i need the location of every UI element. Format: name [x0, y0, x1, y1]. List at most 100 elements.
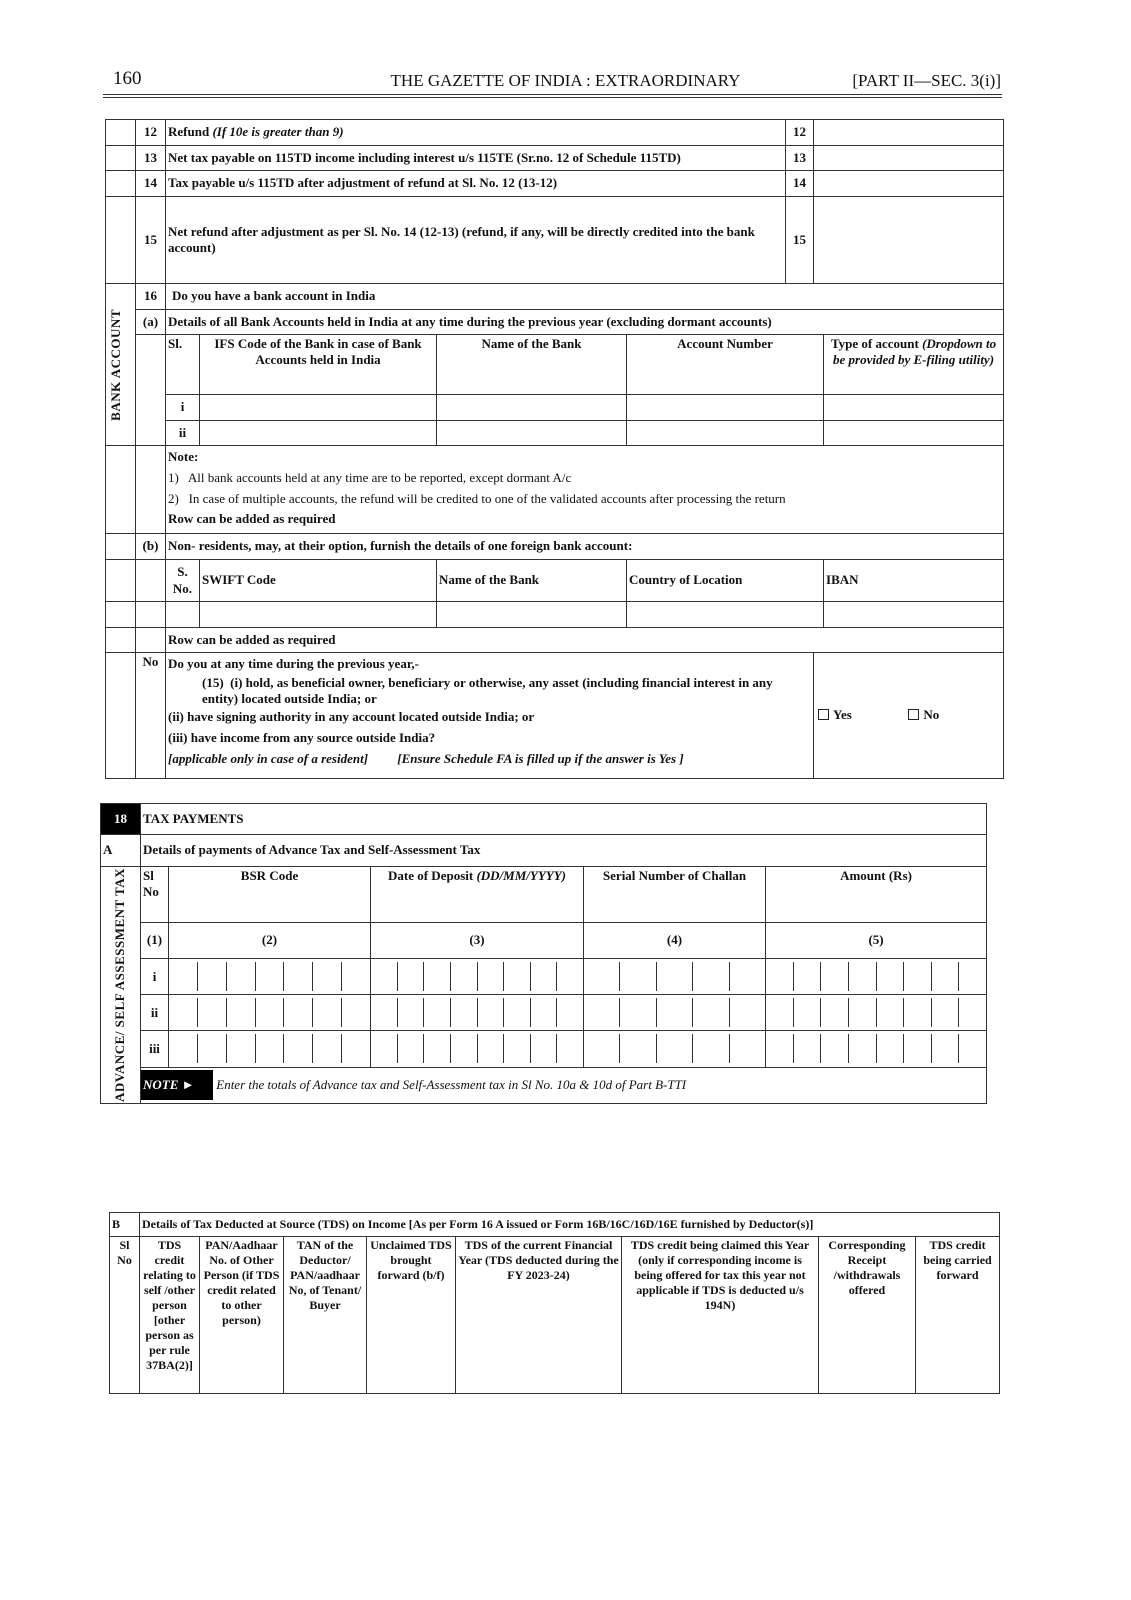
bank-name-field[interactable]	[436, 420, 627, 446]
digit-box[interactable]	[227, 962, 256, 992]
digit-box[interactable]	[170, 962, 198, 992]
tax-payable-value-field[interactable]	[813, 145, 1005, 171]
digit-box[interactable]	[256, 1034, 285, 1064]
digit-box[interactable]	[451, 998, 478, 1028]
digit-box[interactable]	[198, 998, 227, 1028]
digit-box[interactable]	[794, 998, 822, 1028]
digit-box[interactable]	[620, 998, 657, 1028]
digit-box[interactable]	[478, 962, 505, 992]
date-boxes[interactable]	[370, 994, 584, 1032]
digit-box[interactable]	[342, 1034, 369, 1063]
digit-box[interactable]	[198, 962, 227, 992]
digit-box[interactable]	[531, 962, 558, 992]
digit-box[interactable]	[313, 998, 343, 1028]
account-type-field[interactable]	[823, 420, 1005, 446]
date-boxes[interactable]	[370, 958, 584, 996]
ifs-field[interactable]	[199, 420, 437, 446]
digit-box[interactable]	[767, 998, 794, 1028]
digit-box[interactable]	[821, 1034, 849, 1064]
digit-box[interactable]	[284, 962, 314, 992]
digit-box[interactable]	[730, 998, 765, 1027]
digit-box[interactable]	[342, 998, 369, 1027]
digit-box[interactable]	[170, 998, 198, 1028]
digit-box[interactable]	[313, 1034, 343, 1064]
digit-box[interactable]	[198, 1034, 227, 1064]
amount-boxes[interactable]	[764, 958, 988, 996]
digit-box[interactable]	[557, 962, 582, 991]
digit-box[interactable]	[424, 1034, 451, 1064]
country-field[interactable]	[625, 601, 825, 628]
digit-box[interactable]	[959, 962, 985, 991]
foreign-bank-name-field[interactable]	[436, 601, 627, 628]
yes-checkbox[interactable]: Yes	[818, 707, 852, 722]
digit-box[interactable]	[372, 962, 398, 992]
digit-box[interactable]	[932, 962, 960, 992]
account-number-field[interactable]	[625, 394, 825, 421]
digit-box[interactable]	[904, 962, 932, 992]
digit-box[interactable]	[451, 1034, 478, 1064]
digit-box[interactable]	[284, 998, 314, 1028]
digit-box[interactable]	[585, 1034, 621, 1064]
digit-box[interactable]	[170, 1034, 198, 1064]
digit-box[interactable]	[313, 962, 343, 992]
digit-box[interactable]	[657, 962, 694, 992]
digit-box[interactable]	[693, 962, 730, 992]
digit-box[interactable]	[227, 998, 256, 1028]
digit-box[interactable]	[424, 998, 451, 1028]
digit-box[interactable]	[398, 962, 425, 992]
tax-after-adjustment-field[interactable]	[813, 170, 1005, 197]
ifs-field[interactable]	[199, 394, 437, 421]
digit-box[interactable]	[398, 998, 425, 1028]
digit-box[interactable]	[557, 998, 582, 1027]
digit-box[interactable]	[585, 998, 621, 1028]
date-boxes[interactable]	[370, 1030, 584, 1068]
digit-box[interactable]	[424, 962, 451, 992]
digit-box[interactable]	[657, 1034, 694, 1064]
digit-box[interactable]	[256, 962, 285, 992]
bsr-code-boxes[interactable]	[168, 958, 371, 996]
digit-box[interactable]	[620, 1034, 657, 1064]
digit-box[interactable]	[657, 998, 694, 1028]
bank-name-field[interactable]	[436, 394, 627, 421]
digit-box[interactable]	[877, 998, 905, 1028]
digit-box[interactable]	[342, 962, 369, 991]
no-checkbox[interactable]: No	[908, 707, 939, 722]
digit-box[interactable]	[504, 1034, 531, 1064]
digit-box[interactable]	[794, 962, 822, 992]
digit-box[interactable]	[849, 962, 877, 992]
net-refund-field[interactable]	[813, 196, 1005, 284]
digit-box[interactable]	[959, 1034, 985, 1063]
digit-box[interactable]	[585, 962, 621, 992]
digit-box[interactable]	[478, 1034, 505, 1064]
digit-box[interactable]	[478, 998, 505, 1028]
bsr-code-boxes[interactable]	[168, 1030, 371, 1068]
digit-box[interactable]	[959, 998, 985, 1027]
iban-field[interactable]	[823, 601, 1005, 628]
digit-box[interactable]	[620, 962, 657, 992]
challan-boxes[interactable]	[583, 1030, 766, 1068]
digit-box[interactable]	[693, 1034, 730, 1064]
digit-box[interactable]	[932, 1034, 960, 1064]
digit-box[interactable]	[730, 1034, 765, 1063]
digit-box[interactable]	[372, 998, 398, 1028]
challan-boxes[interactable]	[583, 994, 766, 1032]
digit-box[interactable]	[531, 998, 558, 1028]
digit-box[interactable]	[693, 998, 730, 1028]
digit-box[interactable]	[531, 1034, 558, 1064]
digit-box[interactable]	[730, 962, 765, 991]
digit-box[interactable]	[877, 962, 905, 992]
account-number-field[interactable]	[625, 420, 825, 446]
digit-box[interactable]	[557, 1034, 582, 1063]
swift-field[interactable]	[199, 601, 437, 628]
digit-box[interactable]	[904, 998, 932, 1028]
digit-box[interactable]	[932, 998, 960, 1028]
digit-box[interactable]	[794, 1034, 822, 1064]
refund-value-field[interactable]	[813, 119, 1005, 146]
digit-box[interactable]	[821, 998, 849, 1028]
digit-box[interactable]	[504, 998, 531, 1028]
amount-boxes[interactable]	[764, 994, 988, 1032]
digit-box[interactable]	[849, 998, 877, 1028]
digit-box[interactable]	[504, 962, 531, 992]
digit-box[interactable]	[821, 962, 849, 992]
digit-box[interactable]	[256, 998, 285, 1028]
